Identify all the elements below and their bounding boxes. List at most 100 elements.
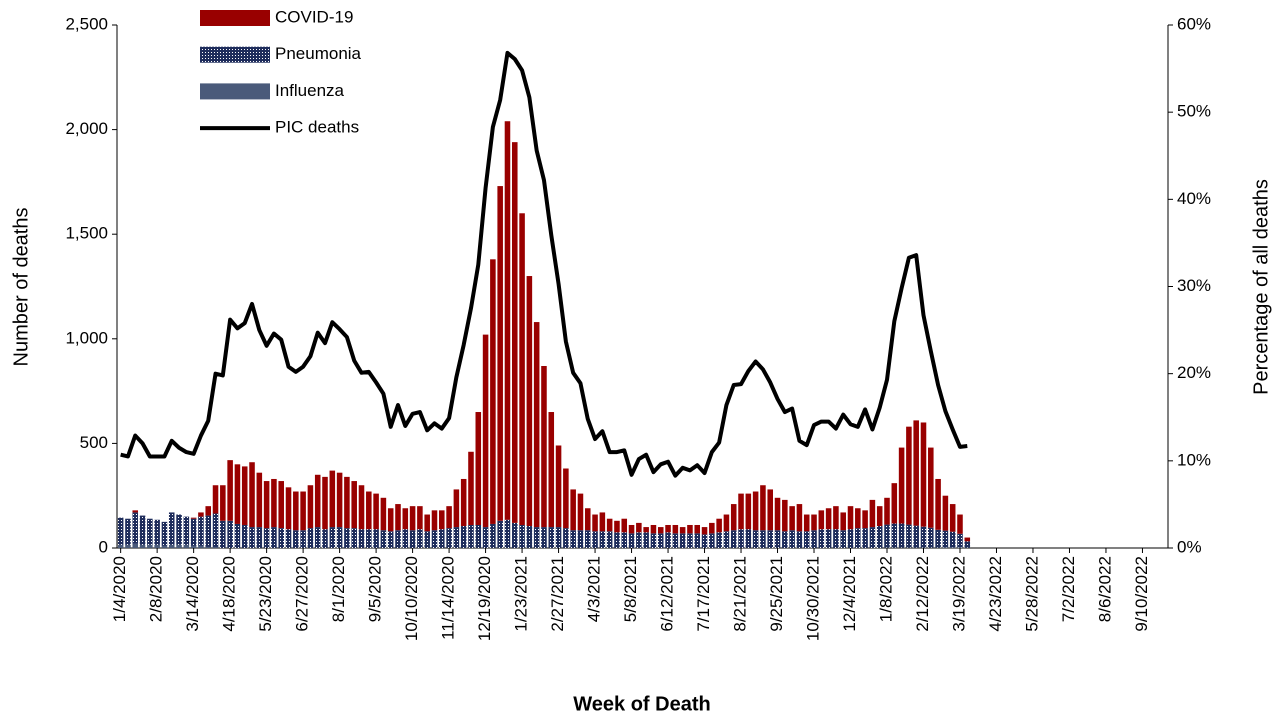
bar [242, 525, 248, 548]
bar [724, 515, 730, 532]
bar [249, 462, 255, 527]
bar [950, 547, 956, 548]
yticks-label: 500 [80, 433, 108, 452]
bar [935, 530, 941, 548]
bar [468, 525, 474, 548]
bar [337, 527, 343, 548]
bar [344, 477, 350, 528]
bar [716, 532, 722, 548]
bar [943, 547, 949, 548]
bar [607, 531, 613, 548]
bar [731, 530, 737, 548]
yticks-label: 2,000 [65, 119, 108, 138]
bar [300, 530, 306, 548]
bar [205, 516, 211, 547]
bar [162, 522, 168, 546]
bar [213, 513, 219, 546]
bar [862, 510, 868, 528]
bar [767, 489, 773, 530]
bar [811, 515, 817, 531]
x-tick-label: 1/8/2022 [876, 556, 895, 622]
bar [767, 530, 773, 548]
bar [417, 506, 423, 529]
bar [322, 529, 328, 548]
bar [548, 527, 554, 548]
bar [315, 475, 321, 527]
bar [162, 546, 168, 548]
bar [154, 545, 160, 548]
bar [965, 541, 971, 547]
bar [308, 485, 314, 528]
bar [198, 512, 204, 516]
bar [169, 512, 175, 544]
y2ticks-label: 40% [1177, 189, 1211, 208]
bar [673, 533, 679, 548]
bar [198, 546, 204, 548]
bar [191, 519, 197, 546]
bar [125, 545, 131, 548]
legend-label: Pneumonia [275, 44, 362, 63]
x-tick-label: 10/30/2021 [804, 556, 823, 641]
bar [198, 517, 204, 546]
bar [687, 525, 693, 533]
bar [819, 529, 825, 548]
bar [636, 532, 642, 548]
bar [928, 448, 934, 528]
bar [512, 142, 518, 523]
bar [410, 530, 416, 548]
bar [220, 485, 226, 521]
bar [797, 531, 803, 548]
y-axis-title: Number of deaths [10, 208, 32, 367]
bar [446, 506, 452, 528]
bar [468, 452, 474, 525]
bar [541, 366, 547, 527]
x-tick-label: 12/19/2020 [475, 556, 494, 641]
bar [629, 533, 635, 548]
bar [147, 545, 153, 548]
legend-swatch [200, 47, 270, 63]
bar [855, 528, 861, 548]
bar [118, 518, 124, 545]
bar [351, 528, 357, 548]
bar [658, 533, 664, 548]
bar [220, 521, 226, 548]
bar [592, 515, 598, 532]
bar [651, 525, 657, 533]
bar [775, 530, 781, 548]
bar [235, 464, 241, 524]
bar [578, 530, 584, 548]
legend-label: PIC deaths [275, 118, 359, 137]
bar [556, 527, 562, 548]
bar [417, 529, 423, 548]
bar [643, 527, 649, 532]
bar [147, 519, 153, 545]
bar [870, 500, 876, 527]
bar [366, 492, 372, 530]
bar [446, 528, 452, 548]
bar [454, 489, 460, 527]
bar [286, 487, 292, 529]
bar [154, 520, 160, 545]
bar [629, 525, 635, 533]
bar [483, 527, 489, 548]
bar [497, 521, 503, 548]
x-tick-label: 3/19/2022 [949, 556, 968, 632]
x-tick-label: 4/23/2022 [986, 556, 1005, 632]
yticks-label: 1,000 [65, 328, 108, 347]
yticks-label: 0 [99, 537, 108, 556]
bar [424, 515, 430, 532]
bar [432, 510, 438, 530]
bar [527, 526, 533, 548]
x-tick-label: 10/10/2020 [402, 556, 421, 641]
bar [892, 483, 898, 523]
bar [344, 528, 350, 548]
legend-swatch [200, 10, 270, 26]
bar [563, 469, 569, 529]
bar [804, 515, 810, 532]
x-tick-label: 2/12/2022 [913, 556, 932, 632]
bar [665, 532, 671, 548]
bar [359, 529, 365, 548]
bar [957, 515, 963, 534]
bar [680, 533, 686, 548]
